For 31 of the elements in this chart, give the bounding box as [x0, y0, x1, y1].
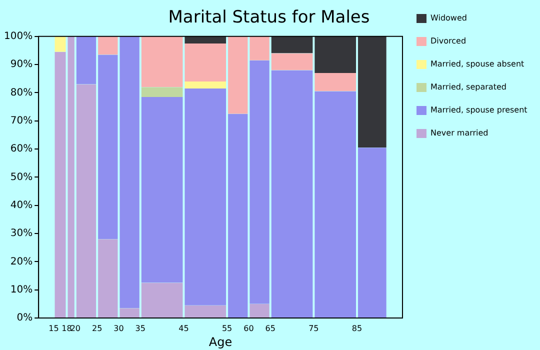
legend-label: Widowed [430, 14, 467, 23]
legend-label: Divorced [430, 36, 466, 46]
x-axis-title: Age [208, 334, 232, 349]
x-tick-label: 55 [222, 324, 232, 333]
legend-label: Never married [430, 128, 488, 138]
x-tick-label: 35 [135, 324, 146, 333]
x-tick-label: 30 [114, 324, 124, 333]
y-tick-label: 80% [10, 87, 33, 98]
x-tick-label: 60 [244, 324, 254, 333]
legend-label: Married, spouse absent [430, 60, 524, 69]
y-tick-label: 20% [10, 256, 33, 268]
x-tick-label: 65 [265, 324, 276, 333]
y-tick-label: 10% [10, 284, 33, 296]
y-tick-label: 30% [10, 228, 33, 240]
y-tick-label: 50% [10, 172, 33, 183]
legend-label: Married, separated [430, 82, 506, 92]
y-tick-label: 60% [10, 144, 33, 155]
x-tick-label: 45 [178, 324, 189, 333]
x-tick-label: 85 [352, 324, 362, 333]
x-tick-label: 25 [92, 324, 102, 333]
legend-label: Married, spouse present [430, 106, 528, 115]
chart-title: Marital Status for Males [168, 8, 370, 28]
y-tick-label: 100% [4, 30, 33, 42]
y-tick-label: 70% [10, 115, 33, 126]
x-tick-label: 18 [62, 324, 72, 333]
y-tick-label: 40% [10, 200, 33, 211]
y-tick-label: 0% [16, 312, 33, 324]
x-tick-label: 20 [70, 324, 81, 333]
x-tick-label: 15 [48, 324, 59, 333]
x-tick-label: 75 [308, 324, 319, 333]
y-tick-label: 90% [10, 59, 33, 70]
